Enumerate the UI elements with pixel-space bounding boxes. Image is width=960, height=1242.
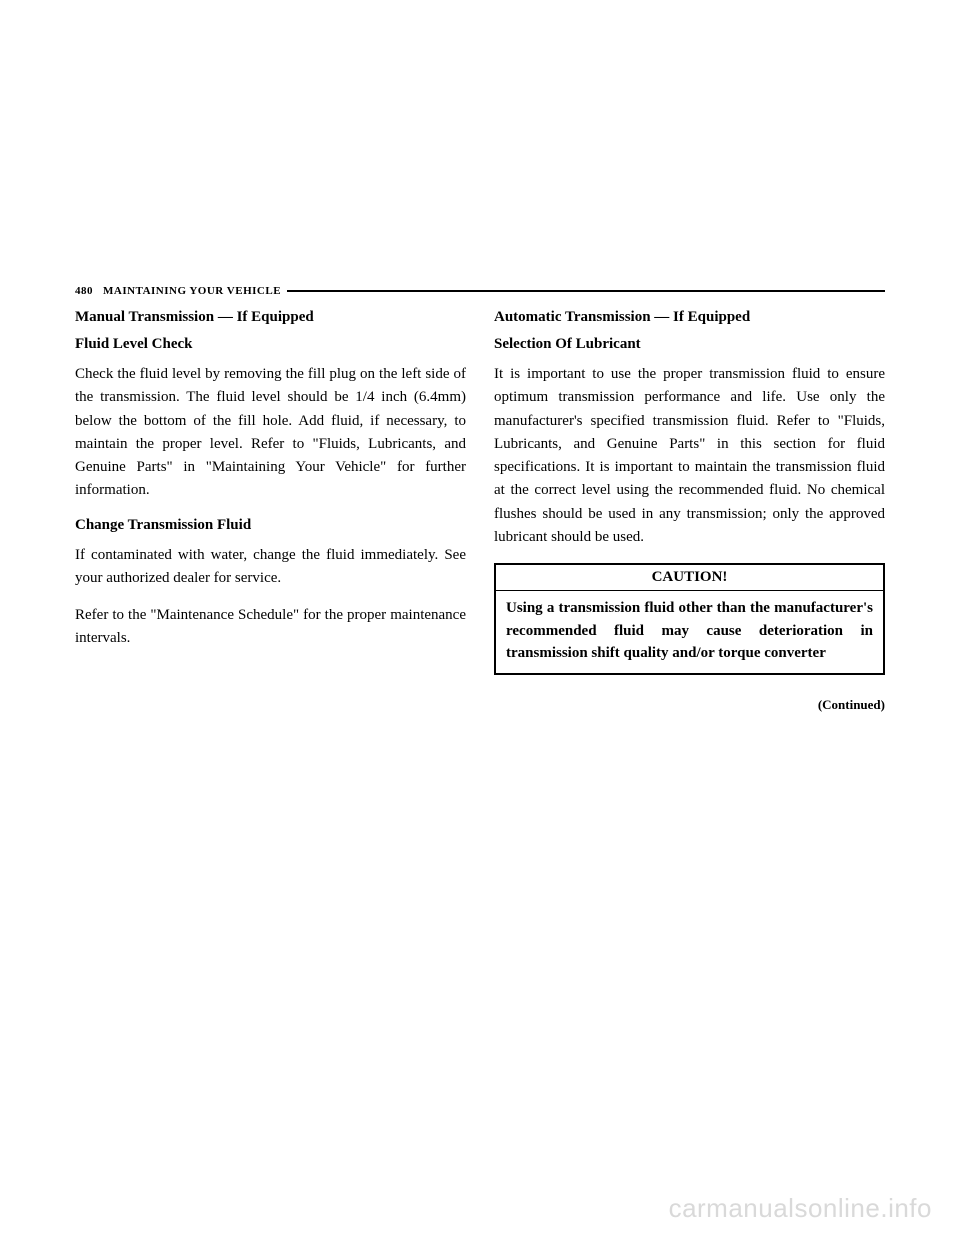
left-column: Manual Transmission — If Equipped Fluid … [75,309,466,713]
lubricant-paragraph: It is important to use the proper transm… [494,363,885,549]
content-columns: Manual Transmission — If Equipped Fluid … [75,309,885,713]
fluid-level-check-heading: Fluid Level Check [75,336,466,353]
maintenance-schedule-paragraph: Refer to the "Maintenance Schedule" for … [75,604,466,651]
header-line [287,290,885,292]
page-container: 480 MAINTAINING YOUR VEHICLE Manual Tran… [75,285,885,713]
selection-lubricant-heading: Selection Of Lubricant [494,336,885,353]
manual-transmission-heading: Manual Transmission — If Equipped [75,309,466,326]
page-header: 480 MAINTAINING YOUR VEHICLE [75,285,885,297]
page-number: 480 [75,285,93,297]
caution-box: CAUTION! Using a transmission fluid othe… [494,563,885,675]
fluid-level-paragraph: Check the fluid level by removing the fi… [75,363,466,503]
continued-label: (Continued) [494,697,885,713]
change-fluid-paragraph: If contaminated with water, change the f… [75,544,466,591]
right-column: Automatic Transmission — If Equipped Sel… [494,309,885,713]
automatic-transmission-heading: Automatic Transmission — If Equipped [494,309,885,326]
section-title: MAINTAINING YOUR VEHICLE [103,285,281,297]
watermark: carmanualsonline.info [669,1193,932,1224]
caution-title: CAUTION! [496,565,883,591]
change-fluid-heading: Change Transmission Fluid [75,517,466,534]
caution-text: Using a transmission fluid other than th… [496,591,883,673]
